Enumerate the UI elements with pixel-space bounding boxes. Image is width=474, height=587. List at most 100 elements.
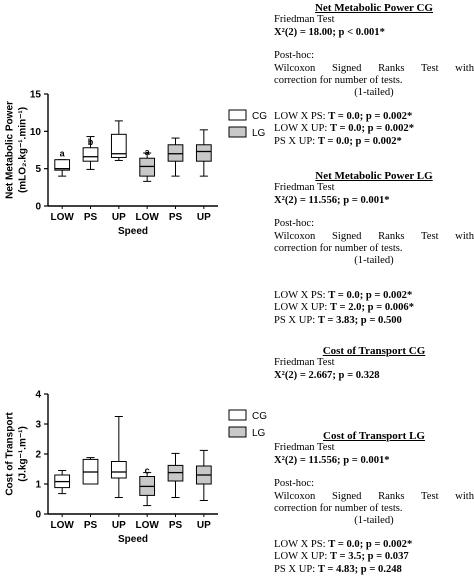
x-tick-label: UP — [112, 520, 126, 531]
stats-heading: Net Metabolic Power CG — [314, 2, 433, 14]
stats-comparison: PS X UP: T = 4.83; p = 0.248 — [274, 564, 474, 576]
stats-posthoc-correction: correction for number of tests. — [274, 503, 403, 515]
y-axis-label: (mLO₂.kg⁻¹.min⁻¹) — [18, 107, 29, 193]
comparison-label: LOW X UP: — [274, 551, 331, 563]
stats-posthoc-method: Wilcoxon Signed Ranks Test with — [274, 62, 474, 74]
x-tick-label: PS — [169, 520, 183, 531]
y-axis-label: Cost of Transport — [5, 412, 16, 496]
stats-comparison: LOW X PS: T = 0.0; p = 0.002* — [274, 539, 474, 551]
stats-test-result: X²(2) = 11.556; p = 0.001* — [274, 194, 390, 206]
comparison-value: T = 4.83; p = 0.248 — [317, 563, 402, 575]
box — [139, 157, 156, 177]
box — [110, 133, 127, 158]
stats-posthoc-correction: correction for number of tests. — [274, 75, 403, 87]
legend-swatch — [228, 409, 247, 421]
comparison-value: T = 0.0; p = 0.002* — [328, 289, 413, 301]
x-tick-label: PS — [169, 212, 183, 223]
comparison-label: LOW X PS: — [274, 289, 329, 301]
y-tick-label: 15 — [30, 90, 42, 101]
stats-test-result: X²(2) = 18.00; p < 0.001* — [274, 26, 385, 38]
x-tick-label: LOW — [51, 212, 75, 223]
comparison-label: LOW X UP: — [274, 123, 331, 135]
y-tick-label: 5 — [35, 164, 41, 175]
stats-posthoc-method: Wilcoxon Signed Ranks Test with — [274, 490, 474, 502]
stats-test-result: X²(2) = 11.556; p = 0.001* — [274, 454, 390, 466]
comparison-label: PS X UP: — [274, 563, 318, 575]
y-tick-label: 3 — [35, 420, 41, 431]
box — [54, 159, 71, 171]
legend-swatch — [228, 126, 247, 138]
comparison-value: T = 0.0; p = 0.002* — [328, 538, 413, 550]
y-tick-label: 0 — [35, 510, 41, 521]
stats-comparison: PS X UP: T = 3.83; p = 0.500 — [274, 315, 474, 327]
significance-label: c — [145, 466, 150, 476]
x-axis-label: Speed — [118, 534, 148, 545]
comparison-value: T = 3.5; p = 0.037 — [330, 551, 409, 563]
y-tick-label: 2 — [35, 450, 41, 461]
y-tick-label: 0 — [35, 202, 41, 213]
comparison-value: T = 0.0; p = 0.002* — [328, 110, 413, 122]
box — [195, 144, 212, 162]
x-tick-label: UP — [197, 520, 211, 531]
legend-swatch — [228, 426, 247, 438]
legend-label: LG — [252, 428, 266, 439]
stats-posthoc-label: Post-hoc: — [274, 478, 315, 490]
y-axis-label: (J.kg⁻¹.m⁻¹) — [18, 426, 29, 482]
stats-posthoc-correction: correction for number of tests. — [274, 243, 403, 255]
significance-label: a — [60, 149, 66, 159]
x-axis-label: Speed — [118, 226, 148, 237]
x-tick-label: UP — [112, 212, 126, 223]
comparison-value: T = 0.0; p = 0.002* — [317, 135, 402, 147]
x-tick-label: LOW — [136, 212, 160, 223]
box — [82, 147, 99, 162]
stats-posthoc-label: Post-hoc: — [274, 50, 315, 62]
stats-comparison: LOW X PS: T = 0.0; p = 0.002* — [274, 111, 474, 123]
stats-test-name: Friedman Test — [274, 357, 335, 369]
stats-posthoc-tailed: (1-tailed) — [354, 515, 394, 527]
x-tick-label: PS — [84, 520, 98, 531]
x-tick-label: PS — [84, 212, 98, 223]
legend-swatch — [228, 109, 247, 121]
stats-cot-lg: Cost of Transport LG Friedman Test X²(2)… — [274, 430, 474, 576]
stats-posthoc-tailed: (1-tailed) — [354, 87, 394, 99]
y-tick-label: 1 — [35, 480, 41, 491]
stats-nmp-lg: Net Metabolic Power LG Friedman Test X²(… — [274, 170, 474, 327]
stats-heading: Net Metabolic Power LG — [315, 170, 433, 182]
significance-label: a — [145, 147, 151, 157]
comparison-value: T = 0.0; p = 0.002* — [330, 123, 414, 135]
box — [110, 461, 127, 479]
y-tick-label: 4 — [35, 390, 41, 401]
stats-comparison: PS X UP: T = 0.0; p = 0.002* — [274, 136, 474, 148]
y-axis-label: Net Metabolic Power — [5, 101, 16, 199]
significance-label: b — [88, 137, 94, 147]
x-tick-label: UP — [197, 212, 211, 223]
stats-comparison: LOW X PS: T = 0.0; p = 0.002* — [274, 290, 474, 302]
legend-label: LG — [252, 128, 266, 139]
stats-nmp-cg: Net Metabolic Power CG Friedman Test X²(… — [274, 2, 474, 148]
comparison-value: T = 2.0; p = 0.006* — [330, 302, 414, 314]
stats-test-name: Friedman Test — [274, 14, 335, 26]
stats-comparison: LOW X UP: T = 3.5; p = 0.037 — [274, 551, 474, 563]
stats-cot-cg: Cost of Transport CG Friedman Test X²(2)… — [274, 345, 474, 382]
x-tick-label: LOW — [51, 520, 75, 531]
y-tick-label: 10 — [30, 127, 42, 138]
legend-label: CG — [252, 411, 267, 422]
stats-test-name: Friedman Test — [274, 182, 335, 194]
legend-label: CG — [252, 111, 267, 122]
stats-test-result: X²(2) = 2.667; p = 0.328 — [274, 369, 380, 381]
x-tick-label: LOW — [136, 520, 160, 531]
stats-comparison: LOW X UP: T = 2.0; p = 0.006* — [274, 302, 474, 314]
stats-heading: Cost of Transport CG — [322, 345, 426, 357]
stats-posthoc-label: Post-hoc: — [274, 218, 315, 230]
comparison-label: LOW X PS: — [274, 110, 329, 122]
stats-heading: Cost of Transport LG — [323, 430, 425, 442]
comparison-value: T = 3.83; p = 0.500 — [317, 314, 402, 326]
stats-comparison: LOW X UP: T = 0.0; p = 0.002* — [274, 123, 474, 135]
comparison-label: PS X UP: — [274, 314, 318, 326]
stats-posthoc-tailed: (1-tailed) — [354, 255, 394, 267]
comparison-label: PS X UP: — [274, 135, 318, 147]
stats-test-name: Friedman Test — [274, 442, 335, 454]
box — [167, 144, 184, 162]
comparison-label: LOW X UP: — [274, 302, 331, 314]
